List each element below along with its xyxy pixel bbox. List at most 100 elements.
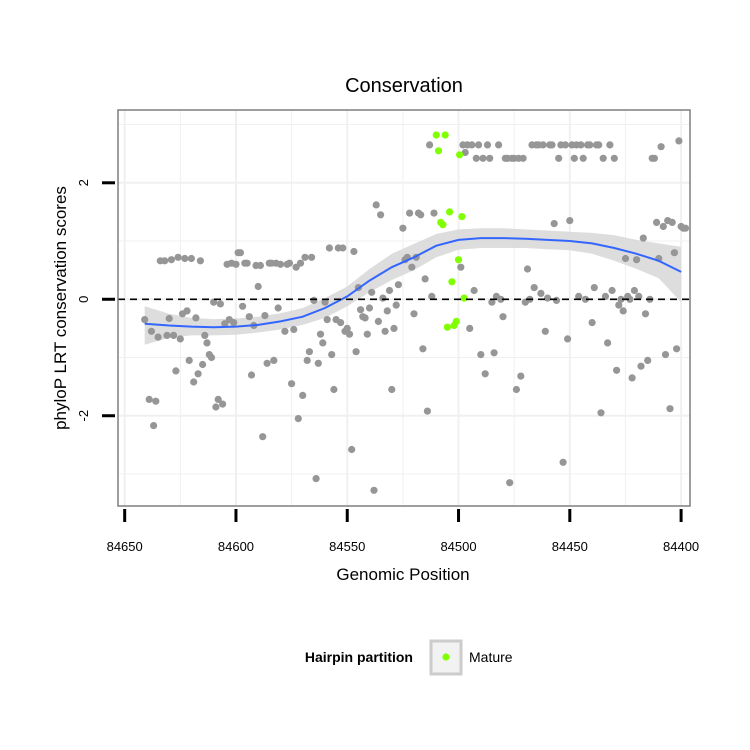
data-point-other bbox=[668, 218, 676, 226]
data-point-other bbox=[210, 298, 218, 306]
data-point-other bbox=[385, 286, 394, 295]
data-point-other bbox=[639, 234, 647, 242]
data-point-other bbox=[299, 391, 307, 399]
data-point-other bbox=[426, 141, 434, 149]
data-point-other bbox=[581, 295, 590, 303]
data-point-other bbox=[588, 319, 596, 327]
data-point-other bbox=[519, 154, 527, 162]
data-point-other bbox=[236, 249, 244, 257]
data-point-other bbox=[167, 256, 175, 264]
data-point-other bbox=[650, 154, 659, 162]
data-point-other bbox=[274, 304, 282, 312]
data-point-other bbox=[187, 254, 195, 263]
data-point-other bbox=[185, 356, 193, 364]
data-point-other bbox=[617, 295, 625, 303]
y-axis-title: phyloP LRT conservation scores bbox=[51, 186, 70, 430]
data-point-other bbox=[323, 316, 331, 324]
data-point-other bbox=[239, 302, 247, 310]
data-point-other bbox=[633, 256, 641, 264]
data-point-mature bbox=[448, 278, 456, 286]
plot-border bbox=[117, 109, 691, 507]
data-point-other bbox=[174, 253, 182, 261]
data-point-other bbox=[216, 300, 224, 308]
data-point-other bbox=[670, 249, 679, 257]
data-point-other bbox=[675, 137, 683, 145]
data-point-other bbox=[141, 316, 149, 324]
data-point-other bbox=[145, 395, 153, 403]
data-point-other bbox=[457, 263, 465, 271]
data-point-other bbox=[523, 265, 532, 273]
data-point-other bbox=[541, 327, 549, 335]
confidence-ribbon bbox=[144, 228, 682, 345]
data-point-mature bbox=[456, 151, 464, 159]
data-point-other bbox=[644, 356, 652, 364]
data-point-other bbox=[628, 374, 636, 382]
data-point-other bbox=[637, 362, 645, 370]
data-point-other bbox=[613, 366, 621, 374]
data-point-mature bbox=[441, 131, 449, 139]
data-point-other bbox=[310, 296, 318, 304]
data-point-other bbox=[243, 259, 251, 267]
data-point-other bbox=[566, 217, 574, 225]
data-point-other bbox=[490, 349, 498, 357]
data-point-other bbox=[539, 141, 547, 149]
data-point-other bbox=[314, 359, 322, 367]
data-point-other bbox=[363, 330, 371, 338]
y-tick-label: 2 bbox=[76, 179, 91, 186]
legend-key-box bbox=[429, 639, 463, 676]
data-point-other bbox=[161, 257, 169, 265]
data-point-other bbox=[575, 292, 583, 300]
data-point-other bbox=[555, 154, 563, 162]
data-point-other bbox=[170, 331, 178, 339]
x-tick-label: 84500 bbox=[440, 539, 476, 554]
plot-background bbox=[118, 110, 690, 506]
data-point-other bbox=[232, 260, 240, 268]
data-point-other bbox=[486, 154, 494, 162]
data-point-other bbox=[475, 141, 483, 149]
data-point-other bbox=[368, 288, 376, 296]
data-point-other bbox=[597, 409, 605, 417]
legend-label-mature: Mature bbox=[469, 649, 513, 665]
data-point-other bbox=[245, 313, 253, 321]
data-point-other bbox=[512, 385, 521, 394]
data-point-other bbox=[673, 345, 681, 353]
data-point-other bbox=[325, 244, 333, 252]
data-point-other bbox=[361, 314, 369, 322]
data-point-other bbox=[430, 209, 438, 217]
legend-key-mature bbox=[442, 653, 450, 661]
data-point-mature bbox=[452, 317, 460, 325]
data-point-other bbox=[488, 298, 496, 306]
data-point-other bbox=[601, 292, 610, 300]
data-point-other bbox=[152, 397, 160, 405]
data-point-other bbox=[305, 348, 313, 356]
chart-title: Conservation bbox=[345, 75, 463, 97]
data-point-other bbox=[659, 222, 667, 231]
data-point-other bbox=[466, 324, 474, 332]
data-point-other bbox=[595, 141, 603, 149]
data-point-other bbox=[281, 327, 289, 335]
data-point-other bbox=[165, 314, 173, 323]
data-point-other bbox=[423, 407, 431, 415]
data-point-other bbox=[608, 286, 616, 295]
data-point-other bbox=[606, 141, 614, 149]
data-point-other bbox=[537, 289, 545, 297]
data-point-mature bbox=[439, 221, 447, 229]
data-point-other bbox=[661, 351, 670, 359]
data-point-other bbox=[630, 286, 639, 295]
data-point-other bbox=[621, 254, 630, 263]
data-point-other bbox=[308, 253, 316, 261]
data-point-other bbox=[201, 331, 209, 339]
x-tick-label: 84450 bbox=[552, 539, 588, 554]
data-point-other bbox=[350, 247, 358, 256]
data-point-other bbox=[552, 296, 561, 304]
data-point-other bbox=[330, 385, 338, 394]
data-point-other bbox=[261, 312, 269, 320]
data-point-other bbox=[550, 220, 558, 228]
data-point-other bbox=[477, 351, 485, 359]
data-point-other bbox=[316, 330, 325, 338]
data-point-other bbox=[374, 317, 382, 325]
data-point-other bbox=[383, 307, 391, 315]
data-point-other bbox=[421, 275, 429, 283]
data-point-other bbox=[408, 263, 416, 271]
